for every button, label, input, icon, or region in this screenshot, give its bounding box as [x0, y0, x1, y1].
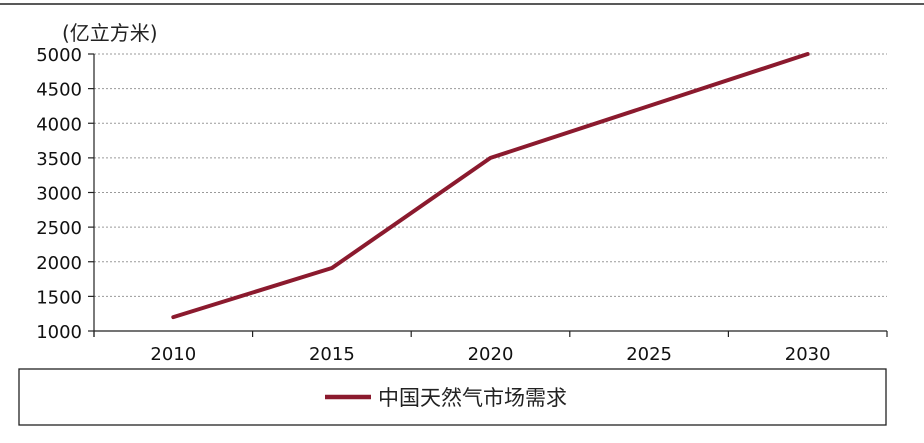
data-series	[171, 52, 810, 320]
y-tick-label: 4000	[36, 114, 82, 135]
y-tick-label: 4500	[36, 80, 82, 101]
y-tick-label: 1000	[36, 322, 82, 343]
x-tick-label: 2025	[626, 344, 672, 365]
axes	[88, 53, 888, 337]
x-tick-label: 2030	[785, 344, 831, 365]
y-tick-label: 3000	[36, 184, 82, 205]
gridlines	[94, 53, 887, 297]
y-tick-label: 2500	[36, 218, 82, 239]
y-tick-label: 1500	[36, 287, 82, 308]
x-tick-label: 2015	[309, 344, 355, 365]
x-tick-labels: 2010 2015 2020 2025 2030	[150, 344, 830, 365]
series-line	[171, 52, 810, 320]
legend-box	[18, 368, 887, 426]
x-tick-label: 2020	[468, 344, 514, 365]
legend-label: 中国天然气市场需求	[378, 386, 567, 410]
y-axis-unit-label: (亿立方米)	[62, 21, 158, 45]
x-tick-label: 2010	[150, 344, 196, 365]
y-tick-label: 2000	[36, 253, 82, 274]
y-tick-label: 3500	[36, 149, 82, 170]
y-tick-labels: 1000 1500 2000 2500 3000 3500 4000 4500 5000	[36, 45, 82, 343]
y-tick-label: 5000	[36, 45, 82, 66]
